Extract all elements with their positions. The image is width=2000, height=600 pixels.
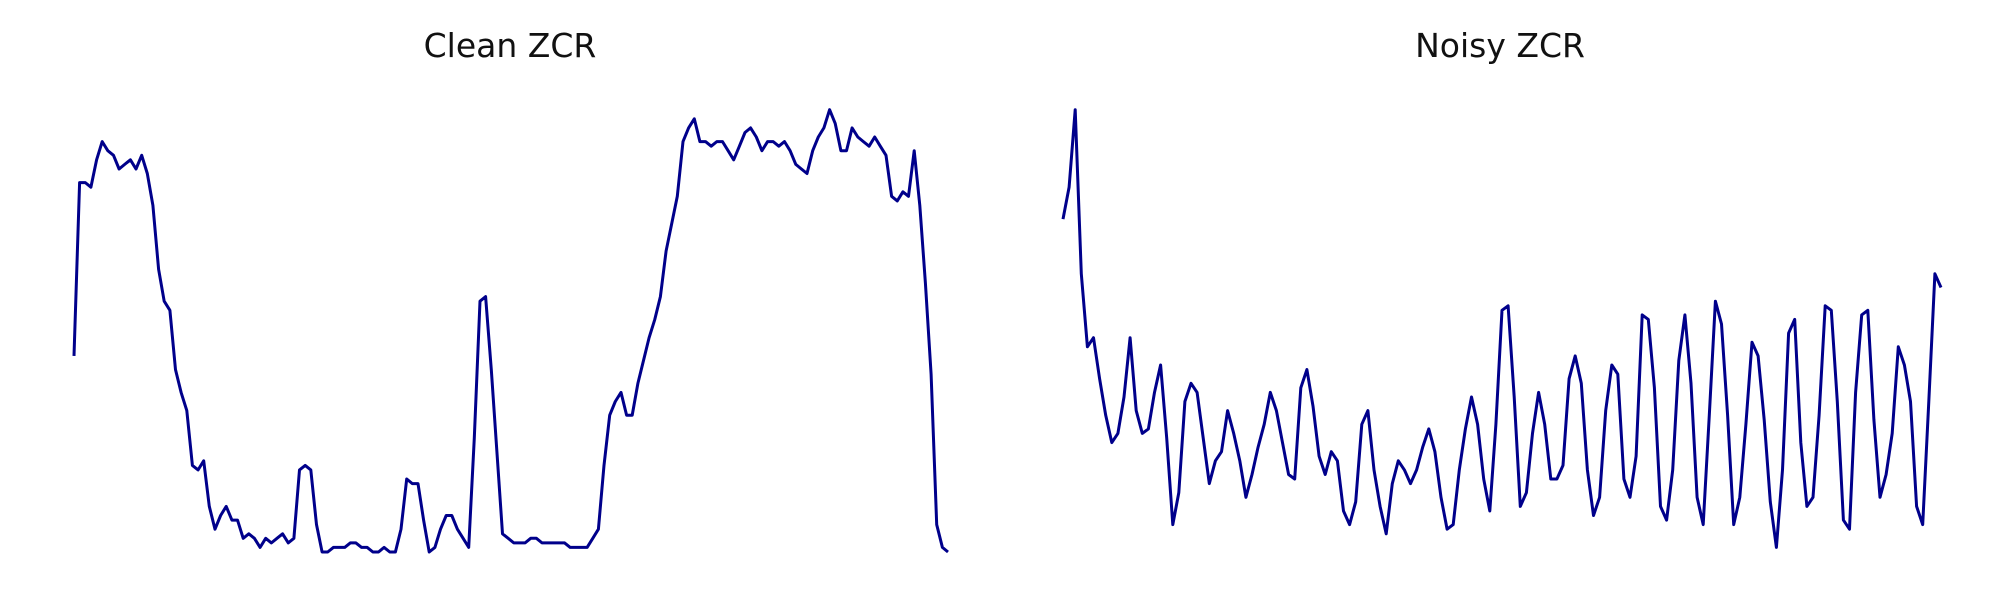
series-line-0 [72,108,949,554]
chart-plot-noisy [1061,108,1943,549]
chart-plot-clean [72,108,949,554]
chart-panel-clean: Clean ZCR [72,26,949,554]
chart-title: Noisy ZCR [1415,26,1585,65]
chart-panel-noisy: Noisy ZCR [1000,0,2000,600]
chart-title: Clean ZCR [423,26,597,65]
series-line-0 [1061,108,1943,549]
